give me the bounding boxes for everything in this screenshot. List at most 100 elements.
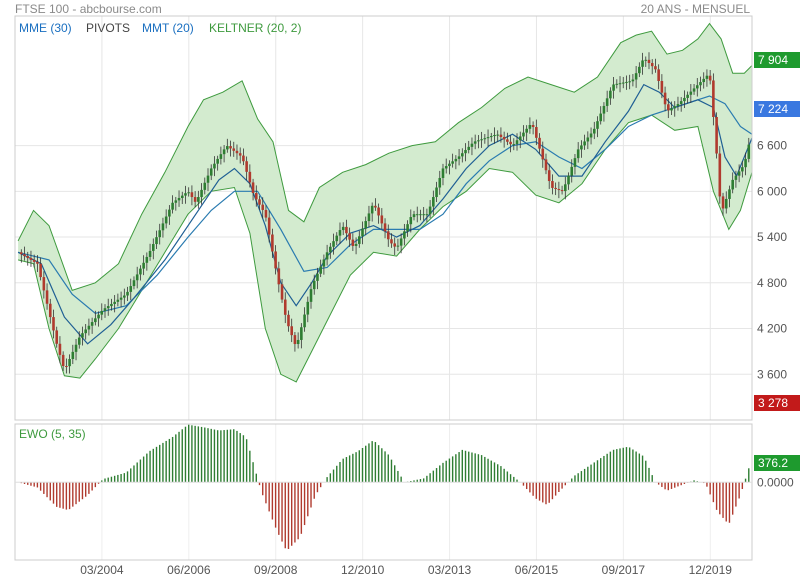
price-candle-up [151, 244, 155, 251]
price-candle-up [724, 198, 728, 209]
price-candle-up [361, 228, 364, 237]
keltner-band-fill [18, 23, 753, 382]
price-candle-up [367, 213, 371, 222]
price-candle-up [174, 200, 178, 203]
price-candle-down [657, 69, 660, 82]
price-candle-down [502, 137, 506, 140]
price-candle-up [477, 140, 480, 142]
price-candle-down [535, 127, 538, 138]
price-candle-up [528, 125, 532, 129]
price-candle-up [435, 187, 438, 198]
price-candle-up [744, 158, 747, 168]
price-candle-down [647, 59, 651, 64]
price-candle-up [74, 344, 78, 352]
price-candle-up [206, 175, 210, 183]
x-axis-labels: 03/2004 06/2006 09/2008 12/2010 03/2013 06/20… [80, 563, 732, 577]
price-candle-up [679, 101, 683, 105]
price-candle-up [438, 177, 442, 188]
low-price-tag: 3 278 [754, 395, 800, 411]
price-candle-up [396, 245, 400, 247]
high-price-tag: 7 904 [754, 52, 800, 68]
indicator-ewo[interactable]: EWO (5, 35) [19, 427, 86, 441]
price-candle-up [168, 209, 171, 217]
price-candle-up [628, 81, 631, 83]
price-candle-up [702, 78, 706, 83]
indicator-mmt[interactable]: MMT (20) [142, 21, 194, 35]
price-candle-up [116, 299, 120, 302]
price-candle-down [393, 243, 397, 247]
price-candle-up [119, 297, 123, 300]
ewo-last-tag: 376.2 [754, 455, 800, 471]
x-tick-label: 12/2019 [689, 563, 733, 577]
price-candle-down [251, 182, 255, 194]
y-tick-label: 5 400 [757, 230, 787, 244]
chart-period[interactable]: 20 ANS - MENSUEL [640, 2, 750, 16]
last-price-tag: 7 224 [754, 101, 800, 117]
price-candle-up [460, 153, 464, 157]
price-candle-up [576, 149, 580, 159]
price-candle-up [634, 73, 638, 80]
price-candle-up [670, 108, 673, 111]
price-candle-up [457, 156, 461, 159]
price-candle-up [303, 314, 306, 328]
price-candle-up [84, 329, 87, 334]
price-candle-down [708, 75, 712, 81]
ewo-histogram [20, 424, 750, 549]
price-candle-up [489, 136, 493, 138]
price-candle-up [329, 246, 332, 253]
price-candle-down [258, 199, 261, 205]
price-candle-up [142, 262, 145, 269]
price-candle-up [689, 91, 693, 95]
price-candle-down [229, 146, 232, 149]
price-candle-down [242, 155, 245, 162]
price-candle-up [81, 333, 84, 338]
indicator-keltner[interactable]: KELTNER (20, 2) [209, 21, 302, 35]
price-candle-up [419, 214, 422, 216]
price-candle-up [515, 140, 519, 145]
price-candle-up [586, 137, 590, 142]
price-candle-up [106, 306, 110, 309]
x-tick-label: 06/2006 [167, 563, 211, 577]
price-candle-up [213, 163, 216, 169]
price-candle-up [683, 97, 686, 102]
price-candle-down [554, 187, 557, 189]
price-candle-down [348, 233, 351, 240]
price-candle-up [618, 83, 622, 85]
price-candle-up [171, 202, 174, 210]
price-candle-down [654, 66, 657, 70]
price-candle-up [496, 134, 500, 136]
price-candle-down [261, 204, 265, 210]
price-candle-up [699, 82, 702, 86]
price-candle-down [544, 159, 548, 171]
price-candle-down [238, 153, 242, 156]
price-candle-down [290, 326, 293, 336]
price-candle-up [464, 150, 467, 154]
price-candle-down [531, 125, 535, 128]
price-candle-up [90, 322, 94, 326]
price-candle-up [177, 197, 181, 201]
price-candle-up [132, 280, 136, 287]
price-candle-up [226, 146, 229, 150]
price-candle-up [200, 189, 203, 198]
price-pane-border [14, 15, 753, 421]
price-candle-down [380, 215, 384, 224]
price-candle-down [55, 330, 59, 344]
price-candle-up [705, 75, 709, 79]
price-candle-down [23, 254, 26, 257]
price-candle-up [480, 139, 483, 141]
indicator-pivots[interactable]: PIVOTS [86, 21, 131, 35]
price-candle-up [110, 303, 113, 307]
price-candle-up [155, 237, 158, 245]
price-candle-up [309, 289, 313, 302]
y-axis-labels: 3 600 4 200 4 800 5 400 6 000 6 600 0.0000 [757, 139, 794, 490]
price-candle-up [148, 250, 152, 257]
y-tick-label: 3 600 [757, 367, 787, 381]
indicator-mme[interactable]: MME (30) [19, 21, 72, 35]
price-candle-up [399, 238, 403, 246]
price-candle-up [609, 90, 612, 99]
price-candle-up [300, 327, 303, 340]
price-candle-up [71, 351, 75, 360]
price-candle-down [374, 205, 377, 208]
price-candle-down [26, 256, 30, 259]
